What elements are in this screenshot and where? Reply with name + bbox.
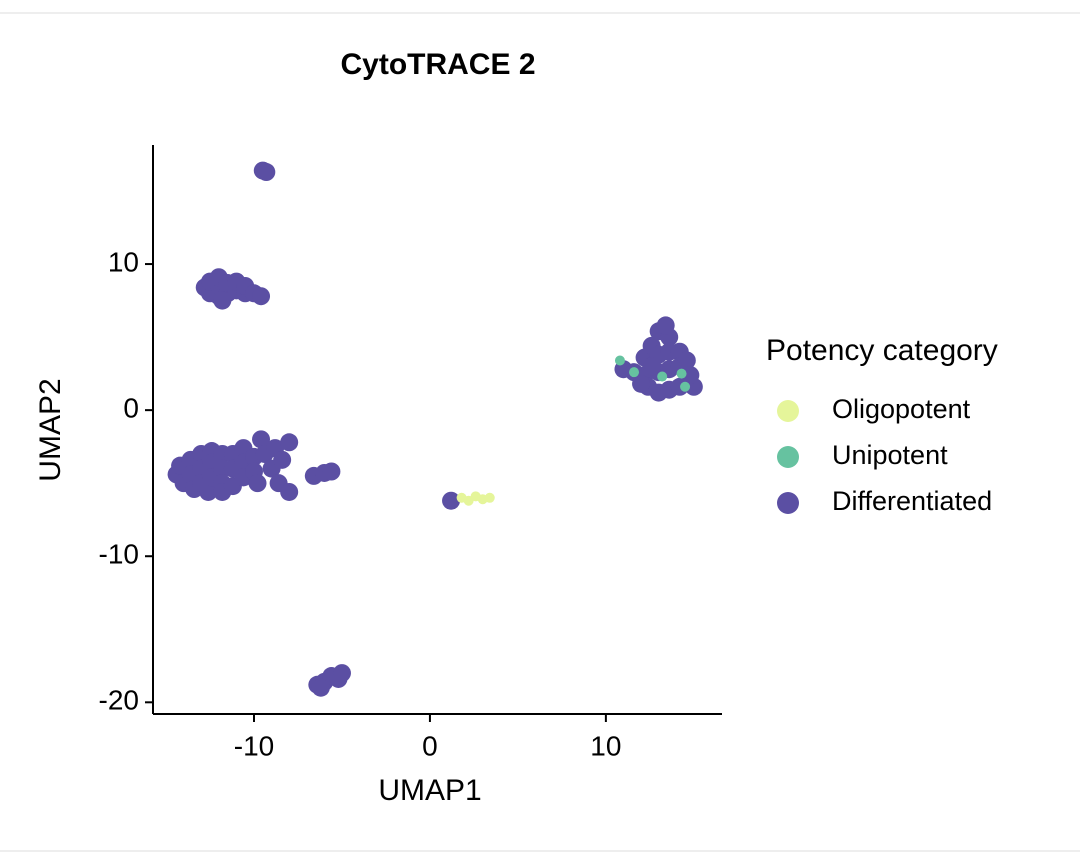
point (322, 462, 341, 481)
point (273, 450, 292, 469)
legend-label: Differentiated (832, 486, 992, 516)
y-tick-label: -10 (99, 539, 139, 570)
point (252, 287, 271, 306)
y-tick-label: -20 (99, 685, 139, 716)
point (199, 482, 218, 501)
x-axis-label: UMAP1 (378, 774, 481, 807)
point (657, 371, 668, 382)
chart-title: CytoTRACE 2 (340, 48, 535, 81)
legend-label: Oligopotent (832, 394, 971, 424)
point (257, 163, 276, 182)
y-tick-label: 0 (123, 393, 139, 424)
x-tick-label: 10 (590, 730, 621, 761)
legend-label: Unipotent (832, 440, 948, 470)
point (632, 374, 651, 393)
x-tick-label: 0 (422, 730, 438, 761)
point (484, 492, 495, 503)
point (614, 355, 625, 366)
y-axis-label: UMAP2 (34, 378, 67, 481)
point (677, 351, 696, 370)
point (213, 291, 232, 310)
point (642, 357, 661, 376)
point (463, 495, 474, 506)
point (442, 491, 461, 510)
point (311, 678, 330, 697)
point (676, 368, 687, 379)
point (656, 316, 675, 335)
point (680, 381, 691, 392)
point (248, 474, 267, 493)
point (280, 433, 299, 452)
point (332, 664, 351, 683)
point (280, 482, 299, 501)
legend-swatch (777, 446, 799, 468)
point (681, 366, 700, 385)
x-tick-label: -10 (234, 730, 274, 761)
point (252, 430, 271, 449)
legend-swatch (777, 400, 799, 422)
legend-swatch (777, 492, 799, 514)
legend-title: Potency category (766, 334, 998, 367)
y-tick-label: 10 (108, 246, 139, 277)
point (629, 367, 640, 378)
